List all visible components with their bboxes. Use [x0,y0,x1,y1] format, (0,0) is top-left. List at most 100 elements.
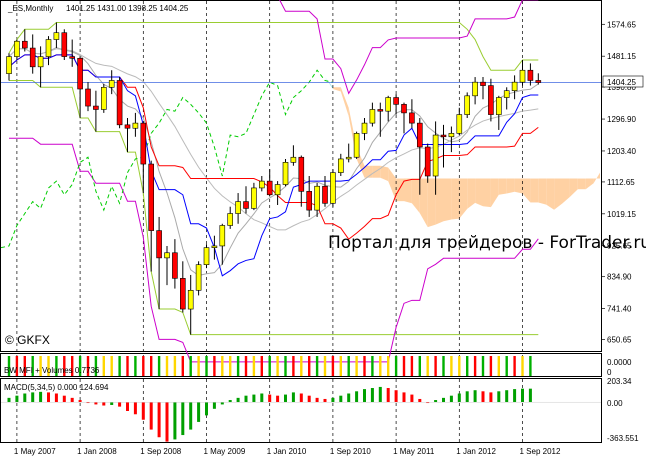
macd-bar [315,397,319,403]
candle-body[interactable] [385,97,392,112]
candle-body[interactable] [53,32,60,40]
candle-body[interactable] [393,97,399,105]
candle-body[interactable] [14,40,20,57]
macd-bar [165,402,169,442]
candle-body[interactable] [6,56,12,74]
bwmfi-bar [363,356,366,376]
bwmfi-bar [55,356,58,376]
candle-body[interactable] [258,180,265,189]
candle-body[interactable] [432,134,439,177]
candle-body[interactable] [282,162,289,185]
candle-body[interactable] [37,56,44,68]
candle-body[interactable] [472,81,478,97]
candle-body[interactable] [140,122,147,165]
candle-body[interactable] [401,104,407,114]
candle-body[interactable] [251,187,257,209]
candle-body[interactable] [45,39,52,57]
candle-body[interactable] [180,278,186,310]
candle-body[interactable] [409,112,415,124]
candle-body[interactable] [148,163,154,231]
candle-body[interactable] [337,158,344,173]
candle-body[interactable] [330,172,336,204]
candle-body[interactable] [511,81,518,92]
candle-body[interactable] [85,88,91,107]
candle-body[interactable] [377,109,384,112]
candle-body[interactable] [227,213,233,226]
bwmfi-bar [355,356,358,376]
candle-body[interactable] [456,114,463,134]
bwmfi-bar [150,356,153,376]
cloud-segment [396,178,404,202]
macd-bar [212,402,216,409]
macd-pane[interactable] [0,378,602,443]
price-tick-label: 650.65 [607,336,632,345]
candle-body[interactable] [132,122,139,129]
candle-body[interactable] [61,32,68,57]
candle-body[interactable] [527,69,534,81]
time-label: 1 Sep 2008 [140,447,181,456]
candle-body[interactable] [353,133,360,158]
candle-body[interactable] [440,134,447,138]
candle-body[interactable] [488,85,494,115]
current-price-box [602,75,644,88]
candle-body[interactable] [306,191,313,211]
macd-bar [465,391,469,403]
bwmfi-bar [505,356,508,376]
candle-body[interactable] [164,252,170,259]
candle-body[interactable] [21,40,28,49]
candle-body[interactable] [156,230,162,259]
candle-body[interactable] [235,201,241,214]
candle-body[interactable] [77,57,83,90]
candle-body[interactable] [519,69,526,83]
candle-body[interactable] [535,80,542,83]
candle-body[interactable] [69,56,75,59]
candle-body[interactable] [108,80,115,88]
candle-body[interactable] [172,252,178,279]
bwmfi-bar [94,356,98,376]
candle-body[interactable] [195,264,202,291]
candle-body[interactable] [314,185,320,211]
candle-body[interactable] [480,81,486,86]
candle-body[interactable] [424,146,431,177]
candle-body[interactable] [345,156,352,160]
macd-bar [339,395,343,403]
candle-body[interactable] [495,97,502,115]
envelope-lower-line [9,137,539,363]
candle-body[interactable] [211,245,218,248]
candle-body[interactable] [124,124,131,129]
macd-bar [236,397,240,403]
bwmfi-bar [197,356,200,376]
candle-body[interactable] [29,47,36,68]
bwmfi-bar [284,356,287,376]
candle-body[interactable] [116,80,123,126]
candle-body[interactable] [322,185,328,204]
candle-body[interactable] [464,95,471,115]
candle-body[interactable] [93,105,99,110]
candle-body[interactable] [187,289,194,310]
macd-bar [149,402,153,430]
candle-body[interactable] [369,109,376,124]
price-tick-label: 1112.65 [607,178,635,187]
candle-body[interactable] [203,247,210,266]
candle-body[interactable] [219,225,226,247]
candle-body[interactable] [101,86,107,110]
candle-body[interactable] [416,122,423,148]
cloud-segment [569,178,578,197]
candle-body[interactable] [448,133,455,138]
bwmfi-bar [7,356,11,376]
bwmfi-bar [513,356,516,376]
candle-body[interactable] [274,184,281,196]
candle-body[interactable] [243,201,249,209]
cloud-segment [332,87,341,92]
candle-body[interactable] [503,90,510,98]
macd-bar [528,388,532,403]
candle-body[interactable] [266,180,273,196]
macd-bar [489,392,493,403]
candle-body[interactable] [298,156,305,192]
cloud-segment [443,178,452,222]
macd-bar [299,393,303,403]
candle-body[interactable] [361,122,368,134]
candle-body[interactable] [290,156,297,163]
macd-bar [497,391,501,403]
